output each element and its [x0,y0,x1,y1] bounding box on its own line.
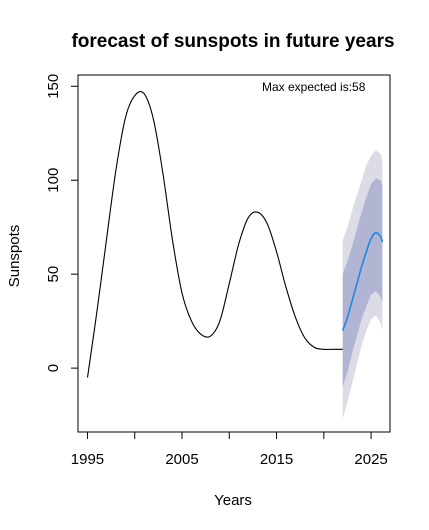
x-tick-label-2015: 2015 [260,451,293,468]
y-axis-label: Sunspots [6,225,23,288]
x-axis: 1995 2005 2015 2025 [71,432,388,468]
max-expected-label: Max expected is: [262,80,352,94]
series-line-historical [88,92,343,378]
y-tick-label-50: 50 [45,266,62,283]
confidence-bands [343,150,383,419]
max-expected-value: 58 [352,80,366,94]
x-tick-label-2025: 2025 [354,451,387,468]
x-tick-label-2005: 2005 [165,451,198,468]
chart-title: forecast of sunspots in future years [71,31,394,52]
y-axis: 0 50 100 150 [45,74,78,373]
y-tick-label-0: 0 [45,364,62,372]
forecast-band-80pct [343,178,383,387]
y-tick-label-100: 100 [45,168,62,193]
x-axis-label: Years [214,492,252,509]
max-expected-annotation: Max expected is:58 [262,80,366,94]
y-tick-label-150: 150 [45,74,62,99]
series-lines [88,92,383,378]
x-tick-label-1995: 1995 [71,451,104,468]
